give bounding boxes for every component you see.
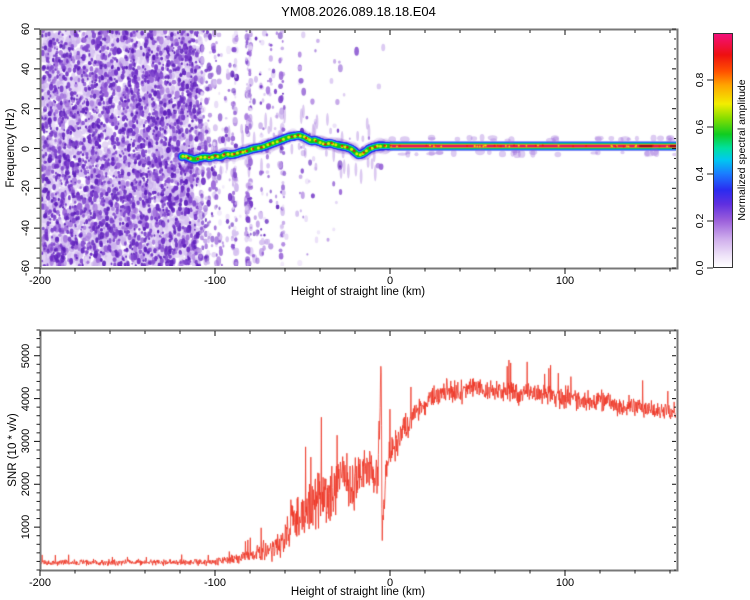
snr-plot xyxy=(41,331,676,569)
spectrogram-plot xyxy=(41,30,676,266)
figure-title: YM08.2026.089.18.18.E04 xyxy=(281,4,436,19)
colorbar-gradient xyxy=(713,33,733,268)
